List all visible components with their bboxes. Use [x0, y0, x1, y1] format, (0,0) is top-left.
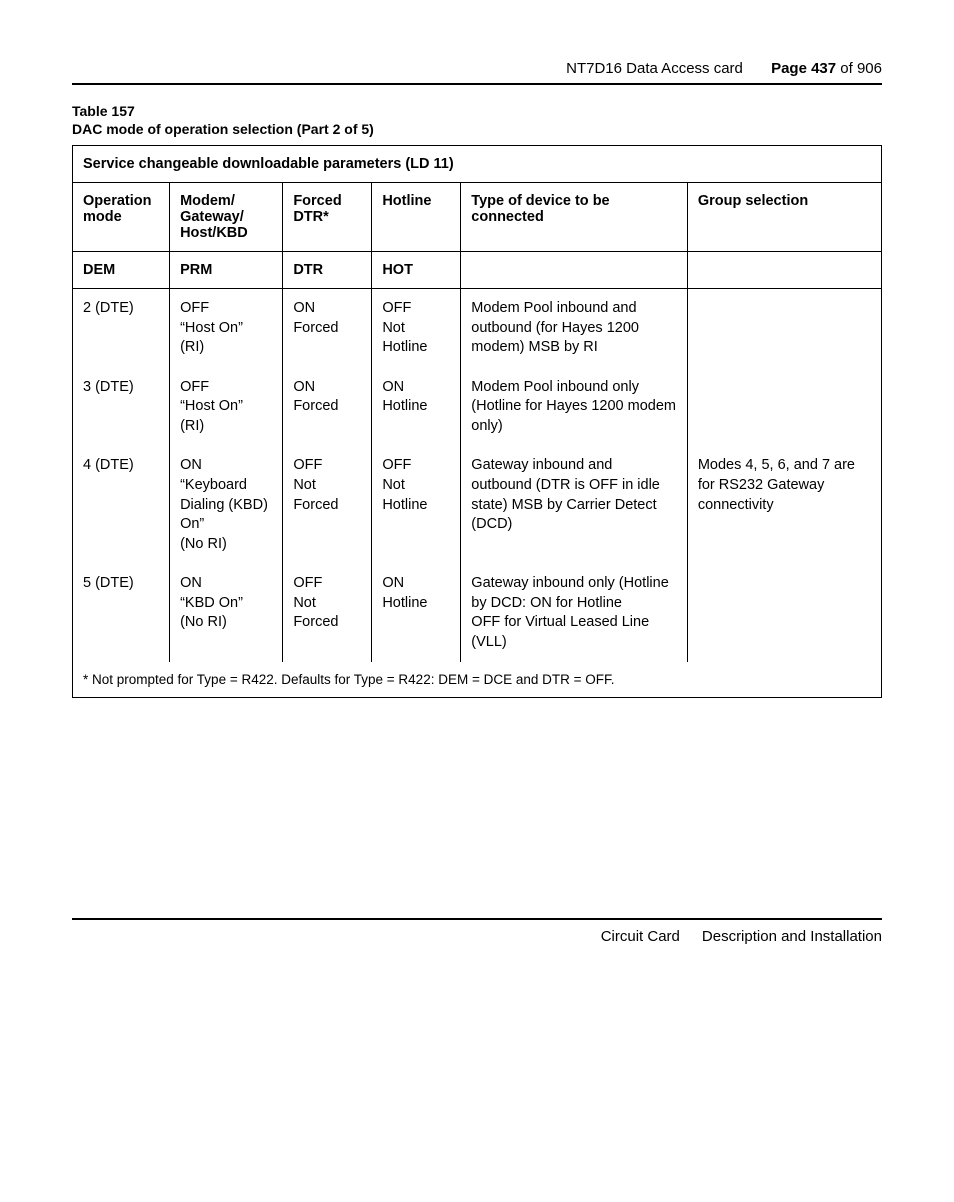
- cell-group: [687, 368, 881, 447]
- col-header-hotline: Hotline: [372, 183, 461, 252]
- table-row: 5 (DTE) ON“KBD On”(No RI) OFFNotForced O…: [73, 564, 882, 662]
- cell-prm: ON“KBD On”(No RI): [170, 564, 283, 662]
- col-header-group: Group selection: [687, 183, 881, 252]
- cell-hot: OFFNotHotline: [372, 446, 461, 564]
- table-row: 4 (DTE) ON“Keyboard Dialing (KBD) On”(No…: [73, 446, 882, 564]
- col-header-group-2: [687, 252, 881, 289]
- cell-type: Gateway inbound only (Hotline by DCD: ON…: [461, 564, 688, 662]
- cell-dem: 2 (DTE): [73, 289, 170, 368]
- col-header-dem: DEM: [73, 252, 170, 289]
- table-label: Table 157: [72, 103, 882, 119]
- cell-dem: 5 (DTE): [73, 564, 170, 662]
- col-header-modem: Modem/ Gateway/ Host/KBD: [170, 183, 283, 252]
- dac-mode-table: Service changeable downloadable paramete…: [72, 145, 882, 698]
- col-header-forced-dtr: Forced DTR*: [283, 183, 372, 252]
- cell-group: [687, 289, 881, 368]
- running-header: NT7D16 Data Access card Page 437 of 906: [72, 60, 882, 85]
- cell-hot: ONHotline: [372, 564, 461, 662]
- cell-type: Modem Pool inbound and outbound (for Hay…: [461, 289, 688, 368]
- cell-hot: ONHotline: [372, 368, 461, 447]
- cell-group: [687, 564, 881, 662]
- col-header-prm: PRM: [170, 252, 283, 289]
- running-footer: Circuit Card Description and Installation: [72, 918, 882, 945]
- header-page-indicator: Page 437 of 906: [771, 60, 882, 77]
- col-header-operation-mode: Operation mode: [73, 183, 170, 252]
- header-page-current: 437: [811, 60, 836, 77]
- header-section-title: NT7D16 Data Access card: [566, 60, 743, 77]
- header-page-prefix: Page: [771, 60, 811, 77]
- page: NT7D16 Data Access card Page 437 of 906 …: [0, 0, 954, 985]
- footer-right: Description and Installation: [702, 928, 882, 945]
- cell-dtr: ONForced: [283, 289, 372, 368]
- table-header-row-1: Operation mode Modem/ Gateway/ Host/KBD …: [73, 183, 882, 252]
- header-page-of: of 906: [836, 60, 882, 77]
- cell-dtr: ONForced: [283, 368, 372, 447]
- cell-prm: OFF“Host On”(RI): [170, 289, 283, 368]
- table-superheader: Service changeable downloadable paramete…: [73, 146, 882, 183]
- cell-prm: OFF“Host On”(RI): [170, 368, 283, 447]
- table-superheader-row: Service changeable downloadable paramete…: [73, 146, 882, 183]
- table-header-row-2: DEM PRM DTR HOT: [73, 252, 882, 289]
- cell-dem: 3 (DTE): [73, 368, 170, 447]
- cell-hot: OFFNotHotline: [372, 289, 461, 368]
- cell-prm: ON“Keyboard Dialing (KBD) On”(No RI): [170, 446, 283, 564]
- table-footnote-row: * Not prompted for Type = R422. Defaults…: [73, 662, 882, 698]
- cell-type: Gateway inbound and outbound (DTR is OFF…: [461, 446, 688, 564]
- table-row: 2 (DTE) OFF“Host On”(RI) ONForced OFFNot…: [73, 289, 882, 368]
- col-header-type-2: [461, 252, 688, 289]
- col-header-type: Type of device to be connected: [461, 183, 688, 252]
- cell-type: Modem Pool inbound only (Hotline for Hay…: [461, 368, 688, 447]
- cell-dtr: OFFNotForced: [283, 564, 372, 662]
- col-header-hot: HOT: [372, 252, 461, 289]
- table-title: DAC mode of operation selection (Part 2 …: [72, 121, 882, 137]
- table-footnote: * Not prompted for Type = R422. Defaults…: [73, 662, 882, 698]
- footer-left: Circuit Card: [601, 928, 680, 945]
- col-header-dtr: DTR: [283, 252, 372, 289]
- cell-dtr: OFFNotForced: [283, 446, 372, 564]
- cell-group: Modes 4, 5, 6, and 7 are for RS232 Gatew…: [687, 446, 881, 564]
- cell-dem: 4 (DTE): [73, 446, 170, 564]
- table-row: 3 (DTE) OFF“Host On”(RI) ONForced ONHotl…: [73, 368, 882, 447]
